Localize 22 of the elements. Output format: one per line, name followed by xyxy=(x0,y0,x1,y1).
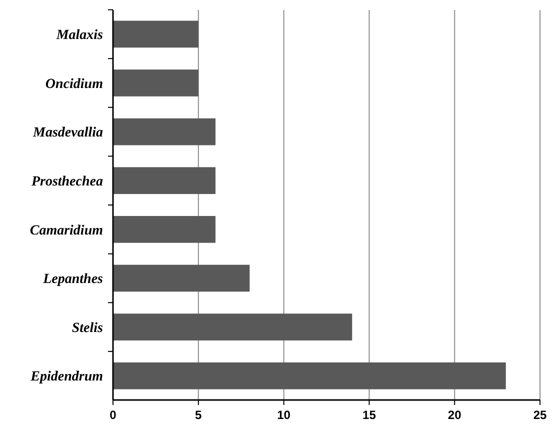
bar xyxy=(113,118,216,146)
x-tick-label: 5 xyxy=(195,408,202,422)
x-tick-label: 25 xyxy=(533,408,547,422)
y-tick-label: Camaridium xyxy=(30,223,104,238)
bar xyxy=(113,70,198,96)
bar xyxy=(113,264,250,292)
y-tick-label: Oncidium xyxy=(45,76,104,92)
x-tick-label: 15 xyxy=(362,408,376,422)
y-tick-label: Prosthechea xyxy=(31,174,103,190)
y-tick-label: Malaxis xyxy=(55,28,104,44)
y-tick-label: Lepanthes xyxy=(42,272,104,288)
y-tick-label: Epidendrum xyxy=(30,370,104,385)
bar xyxy=(113,20,198,48)
bar xyxy=(113,314,352,340)
bar xyxy=(113,362,506,390)
x-tick-label: 20 xyxy=(448,408,462,422)
bar xyxy=(113,216,216,243)
y-tick-label: Masdevallia xyxy=(32,126,103,141)
y-tick-label: Stelis xyxy=(72,320,104,336)
x-tick-label: 10 xyxy=(277,408,291,422)
bar xyxy=(113,167,216,194)
x-tick-label: 0 xyxy=(110,408,117,422)
